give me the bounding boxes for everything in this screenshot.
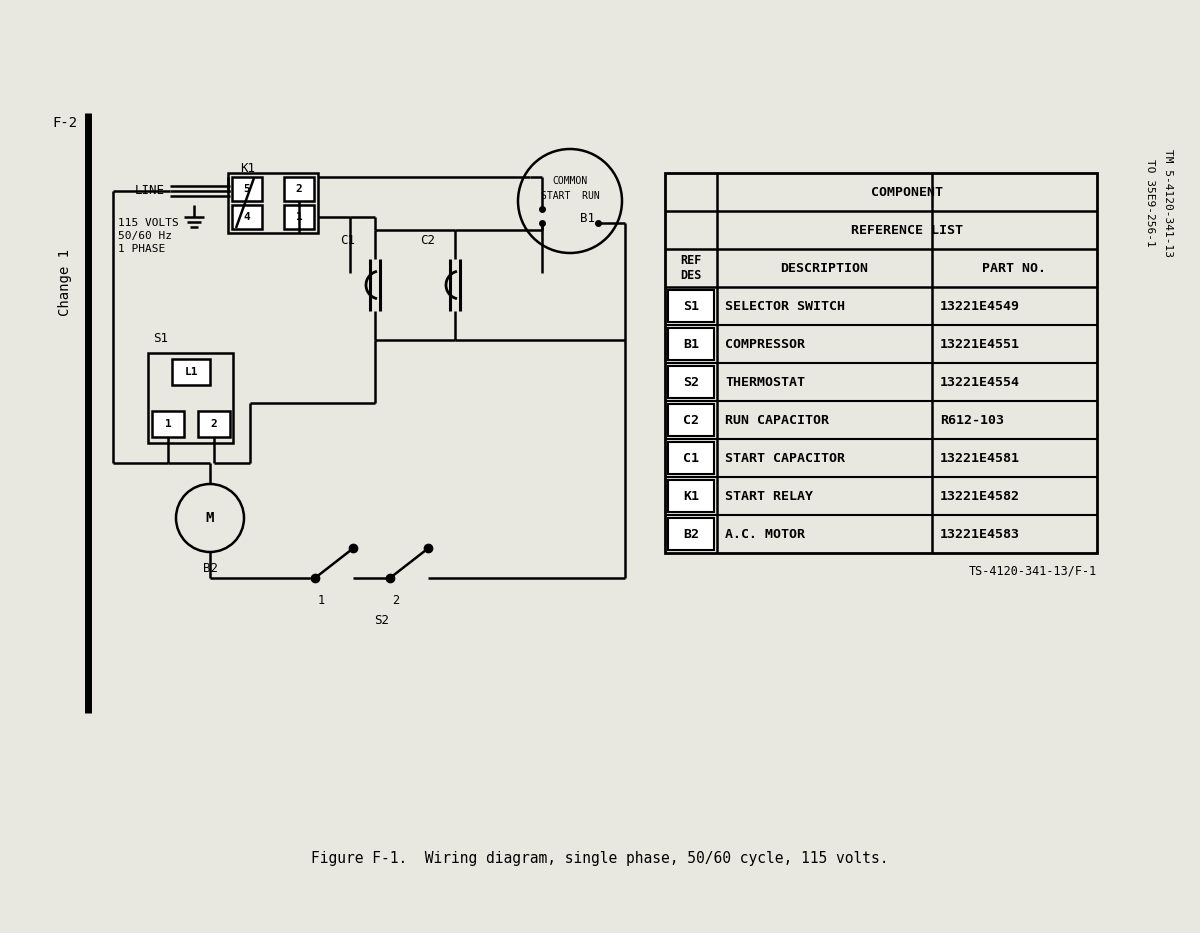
Text: L1: L1 xyxy=(185,367,198,377)
Text: DESCRIPTION: DESCRIPTION xyxy=(780,261,868,274)
Text: RUN CAPACITOR: RUN CAPACITOR xyxy=(725,413,829,426)
Text: Change 1: Change 1 xyxy=(58,249,72,316)
Bar xyxy=(668,290,714,322)
Bar xyxy=(284,177,314,201)
Text: COMPRESSOR: COMPRESSOR xyxy=(725,338,805,351)
Text: B1: B1 xyxy=(683,338,698,351)
Text: 1: 1 xyxy=(295,212,302,222)
Text: 13221E4549: 13221E4549 xyxy=(940,299,1020,313)
Text: 13221E4554: 13221E4554 xyxy=(940,375,1020,388)
Text: COMMON: COMMON xyxy=(552,176,588,186)
Bar xyxy=(668,366,714,398)
Text: 4: 4 xyxy=(244,212,251,222)
Text: START  RUN: START RUN xyxy=(541,191,599,201)
Bar xyxy=(668,328,714,360)
Text: 2: 2 xyxy=(295,184,302,194)
Text: 1: 1 xyxy=(318,593,324,606)
Bar xyxy=(148,353,233,443)
Text: 13221E4582: 13221E4582 xyxy=(940,490,1020,503)
Bar xyxy=(668,518,714,550)
Bar xyxy=(232,205,262,229)
Text: TS-4120-341-13/F-1: TS-4120-341-13/F-1 xyxy=(968,564,1097,578)
Text: C1: C1 xyxy=(683,452,698,465)
Bar xyxy=(668,404,714,436)
Bar xyxy=(172,359,210,385)
Bar xyxy=(665,173,1097,553)
Text: C2: C2 xyxy=(420,234,436,247)
Text: 1: 1 xyxy=(164,419,172,429)
Text: B2: B2 xyxy=(203,562,217,575)
Bar xyxy=(668,480,714,512)
Text: SELECTOR SWITCH: SELECTOR SWITCH xyxy=(725,299,845,313)
Text: 5: 5 xyxy=(244,184,251,194)
Text: 50/60 Hz: 50/60 Hz xyxy=(118,231,172,241)
Bar xyxy=(152,411,184,437)
Text: M: M xyxy=(206,511,214,525)
Text: START CAPACITOR: START CAPACITOR xyxy=(725,452,845,465)
Bar xyxy=(232,177,262,201)
Text: K1: K1 xyxy=(683,490,698,503)
Text: PART NO.: PART NO. xyxy=(982,261,1046,274)
Text: TO 35E9-256-1: TO 35E9-256-1 xyxy=(1145,160,1154,247)
Text: R612-103: R612-103 xyxy=(940,413,1004,426)
Text: LINE: LINE xyxy=(134,185,166,198)
Bar xyxy=(668,442,714,474)
Text: REFERENCE LIST: REFERENCE LIST xyxy=(851,224,964,236)
Bar xyxy=(198,411,230,437)
Text: START RELAY: START RELAY xyxy=(725,490,814,503)
Text: 13221E4551: 13221E4551 xyxy=(940,338,1020,351)
Text: A.C. MOTOR: A.C. MOTOR xyxy=(725,527,805,540)
Text: 13221E4583: 13221E4583 xyxy=(940,527,1020,540)
Text: F-2: F-2 xyxy=(53,116,78,130)
Text: COMPONENT: COMPONENT xyxy=(871,186,943,199)
Text: C2: C2 xyxy=(683,413,698,426)
Text: B1: B1 xyxy=(580,212,595,225)
Text: S2: S2 xyxy=(683,375,698,388)
Text: TM 5-4120-341-13: TM 5-4120-341-13 xyxy=(1163,149,1174,257)
Text: REF
DES: REF DES xyxy=(680,254,702,282)
Text: 13221E4581: 13221E4581 xyxy=(940,452,1020,465)
Bar xyxy=(284,205,314,229)
Text: 1 PHASE: 1 PHASE xyxy=(118,244,166,254)
Text: S2: S2 xyxy=(374,614,390,626)
Text: K1: K1 xyxy=(240,161,256,174)
Text: S1: S1 xyxy=(154,332,168,345)
Text: C1: C1 xyxy=(341,234,355,247)
Text: THERMOSTAT: THERMOSTAT xyxy=(725,375,805,388)
Text: S1: S1 xyxy=(683,299,698,313)
Text: 115 VOLTS: 115 VOLTS xyxy=(118,218,179,228)
Text: Figure F-1.  Wiring diagram, single phase, 50/60 cycle, 115 volts.: Figure F-1. Wiring diagram, single phase… xyxy=(311,851,889,866)
Text: 2: 2 xyxy=(392,593,400,606)
Text: 2: 2 xyxy=(211,419,217,429)
Text: B2: B2 xyxy=(683,527,698,540)
Bar xyxy=(228,173,318,233)
